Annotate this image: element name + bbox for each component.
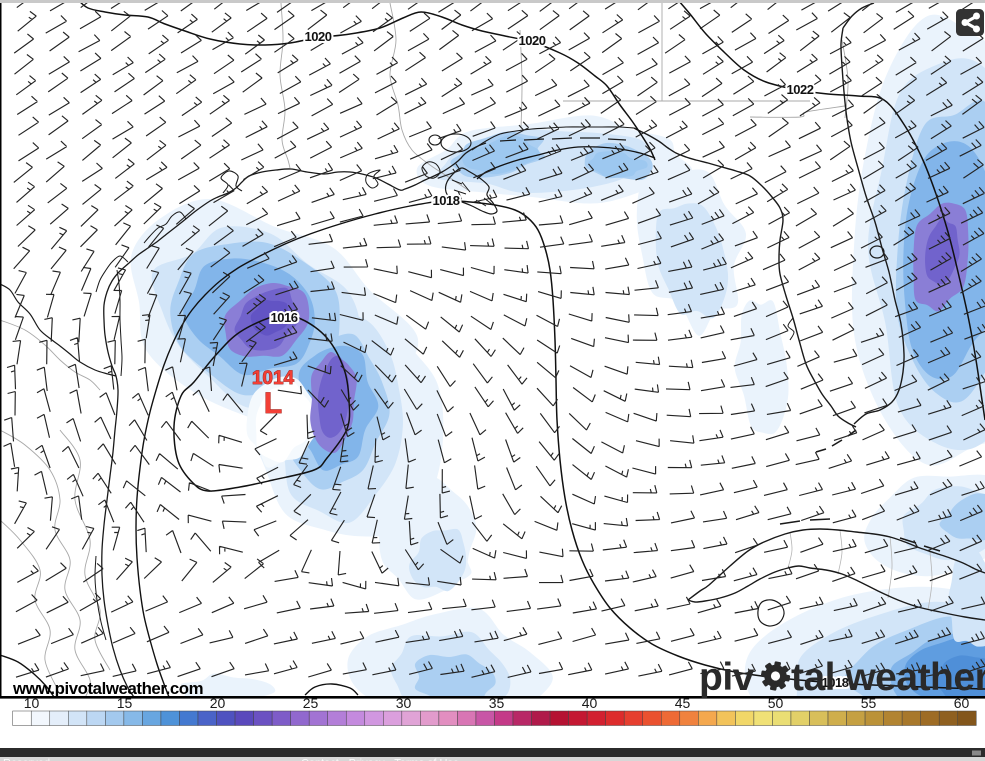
svg-text:30: 30: [396, 695, 412, 711]
svg-text:Contact · Privacy · Terms of U: Contact · Privacy · Terms of Use: [301, 758, 459, 761]
svg-text:1014: 1014: [252, 368, 295, 389]
svg-text:1020: 1020: [305, 29, 332, 44]
svg-text:1020: 1020: [519, 33, 546, 48]
svg-text:50: 50: [768, 695, 784, 711]
svg-text:1018: 1018: [822, 675, 849, 690]
svg-text:piv: piv: [699, 656, 755, 699]
svg-text:Reserved: Reserved: [3, 758, 50, 761]
svg-text:60: 60: [954, 695, 970, 711]
svg-text:10: 10: [24, 695, 40, 711]
svg-text:35: 35: [489, 695, 505, 711]
svg-text:1018: 1018: [433, 193, 460, 208]
svg-text:www.pivotalweather.com: www.pivotalweather.com: [12, 679, 203, 698]
svg-text:1022: 1022: [787, 82, 814, 97]
svg-text:20: 20: [210, 695, 226, 711]
svg-text:45: 45: [675, 695, 691, 711]
svg-text:55: 55: [861, 695, 877, 711]
svg-text:tal weather: tal weather: [791, 656, 985, 699]
svg-text:1016: 1016: [271, 310, 298, 325]
svg-text:40: 40: [582, 695, 598, 711]
svg-text:15: 15: [117, 695, 133, 711]
svg-text:L: L: [264, 387, 282, 420]
svg-text:25: 25: [303, 695, 319, 711]
